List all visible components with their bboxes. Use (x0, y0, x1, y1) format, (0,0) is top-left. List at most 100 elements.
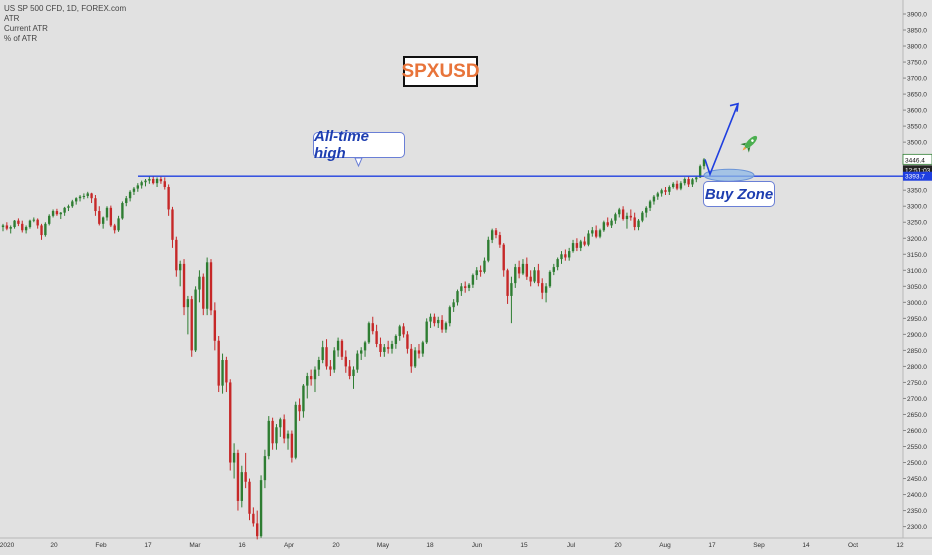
candle-down (98, 211, 100, 224)
candle-up (10, 227, 12, 229)
candle-up (391, 344, 393, 349)
candle-down (537, 270, 539, 283)
legend-atr-line: ATR (4, 14, 126, 24)
candle-down (225, 360, 227, 382)
candle-up (44, 224, 46, 235)
candle-down (217, 341, 219, 386)
price-axis-label: 3500.0 (907, 140, 927, 147)
candle-down (248, 482, 250, 514)
candle-up (337, 341, 339, 351)
candle-up (156, 179, 158, 183)
time-axis-label: 14 (802, 542, 810, 549)
candle-down (387, 347, 389, 349)
candle-down (441, 320, 443, 330)
price-axis-label: 3050.0 (907, 284, 927, 291)
candle-up (591, 230, 593, 233)
candle-up (487, 240, 489, 261)
candle-up (560, 254, 562, 259)
candle-down (607, 222, 609, 225)
candle-down (17, 221, 19, 224)
candle-up (287, 434, 289, 439)
candle-down (433, 317, 435, 323)
candle-down (256, 523, 258, 536)
candle-up (129, 192, 131, 198)
buy-zone-callout[interactable]: Buy Zone (703, 181, 775, 207)
time-axis-label: 18 (426, 542, 434, 549)
time-axis-label: Feb (95, 542, 107, 549)
candle-up (680, 183, 682, 188)
candle-up (318, 360, 320, 370)
candle-up (137, 185, 139, 188)
time-axis-label: 12 (896, 542, 904, 549)
projection-arrow-line (705, 104, 738, 174)
time-axis-label: 20 (50, 542, 58, 549)
candle-down (40, 225, 42, 235)
candle-down (298, 405, 300, 411)
price-axis-label: 3100.0 (907, 268, 927, 275)
candle-up (264, 456, 266, 480)
candle-up (603, 222, 605, 230)
candle-up (13, 221, 15, 227)
candle-up (422, 342, 424, 353)
candle-down (418, 350, 420, 353)
time-axis-label: 17 (708, 542, 716, 549)
candle-down (595, 230, 597, 236)
candle-down (464, 286, 466, 288)
candle-up (63, 208, 65, 213)
candle-up (268, 421, 270, 456)
candle-up (233, 453, 235, 463)
candle-up (449, 307, 451, 323)
candle-up (414, 350, 416, 366)
candle-up (87, 193, 89, 196)
candle-up (599, 230, 601, 236)
price-axis-label: 2850.0 (907, 348, 927, 355)
candle-up (25, 227, 27, 230)
candle-up (60, 213, 62, 215)
candle-down (175, 240, 177, 270)
price-axis-label: 3700.0 (907, 76, 927, 83)
all-time-high-callout[interactable]: All-time high (313, 132, 405, 158)
candle-down (191, 299, 193, 350)
candle-up (121, 203, 123, 218)
price-axis-label: 2300.0 (907, 524, 927, 531)
candle-up (221, 360, 223, 386)
ath-price-tag: 3393.7 (905, 174, 925, 181)
candle-up (48, 216, 50, 224)
candle-up (133, 189, 135, 192)
candle-down (94, 198, 96, 211)
ticker-label[interactable]: SPXUSD (403, 56, 478, 87)
candle-up (653, 197, 655, 202)
candle-up (364, 342, 366, 350)
candle-up (626, 216, 628, 219)
candle-up (102, 217, 104, 223)
candle-up (429, 317, 431, 322)
candle-down (529, 277, 531, 282)
candle-up (468, 285, 470, 288)
candle-up (75, 198, 77, 201)
candle-down (410, 349, 412, 367)
candle-up (144, 181, 146, 183)
price-axis-label: 2350.0 (907, 508, 927, 515)
candle-up (295, 405, 297, 458)
candle-down (252, 514, 254, 524)
candle-down (664, 190, 666, 192)
time-axis-label: Oct (848, 542, 858, 549)
candle-down (518, 267, 520, 273)
candle-down (271, 421, 273, 443)
candle-down (406, 334, 408, 348)
candle-up (549, 272, 551, 286)
rocket-icon (738, 132, 761, 155)
time-axis-label: Jun (472, 542, 483, 549)
candle-up (545, 286, 547, 292)
candle-down (164, 181, 166, 187)
candle-up (67, 206, 69, 208)
candle-down (183, 264, 185, 307)
price-axis-label: 3900.0 (907, 12, 927, 19)
candle-down (341, 341, 343, 357)
candle-up (657, 193, 659, 196)
candle-down (167, 187, 169, 209)
price-axis-label: 2550.0 (907, 444, 927, 451)
price-axis-label: 3200.0 (907, 236, 927, 243)
candle-up (637, 221, 639, 227)
